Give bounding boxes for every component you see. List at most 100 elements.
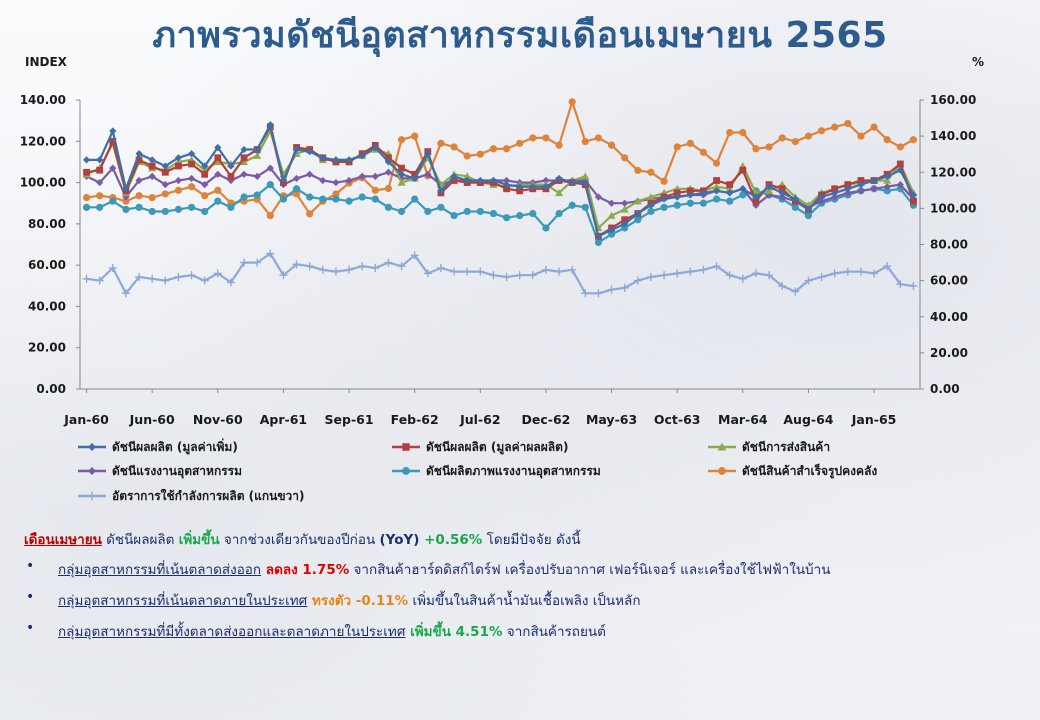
- data-point: [423, 269, 432, 278]
- data-point: [200, 276, 209, 285]
- summary-headline: เดือนเมษายน ดัชนีผลผลิต เพิ่มขึ้น จากช่ว…: [24, 528, 1024, 550]
- data-point: [620, 205, 629, 213]
- data-point: [568, 98, 576, 106]
- data-point: [594, 134, 603, 142]
- data-point: [306, 170, 314, 178]
- data-point: [502, 176, 511, 185]
- data-point: [844, 119, 852, 128]
- data-point: [476, 176, 484, 185]
- legend-label: ดัชนีผลิตภาพแรงงานอุตสาหกรรม: [426, 464, 601, 479]
- data-point: [844, 189, 852, 197]
- data-point: [148, 274, 157, 283]
- data-point: [214, 143, 222, 152]
- x-tick-label: Apr-61: [260, 412, 307, 427]
- bullet-domestic: • กลุ่มอุตสาหกรรมที่เน้นตลาดภายในประเทศ ท…: [24, 589, 1024, 611]
- data-point: [450, 143, 458, 151]
- series-line: [86, 100, 914, 217]
- data-point: [831, 123, 839, 131]
- data-point: [542, 224, 550, 232]
- data-point: [555, 209, 563, 218]
- data-point: [332, 178, 340, 187]
- data-point: [331, 267, 340, 276]
- data-point: [502, 181, 511, 189]
- series-line: [86, 123, 915, 238]
- headline-month: เดือนเมษายน: [24, 532, 102, 548]
- data-point: [581, 172, 590, 180]
- data-point: [148, 156, 156, 164]
- data-point: [226, 278, 235, 287]
- data-point: [725, 271, 734, 280]
- data-point: [332, 190, 340, 198]
- data-point: [541, 265, 550, 274]
- data-point: [227, 162, 235, 170]
- series-line: [86, 125, 915, 238]
- data-point: [397, 207, 406, 216]
- page-title: ภาพรวมดัชนีอุตสาหกรรมเดือนเมษายน 2565: [152, 15, 888, 56]
- headline-yoy: (YoY): [379, 532, 420, 548]
- bullet-detail: จากสินค้ารถยนต์: [502, 624, 606, 640]
- data-point: [398, 164, 405, 172]
- data-point: [712, 187, 721, 195]
- data-point: [253, 151, 262, 159]
- data-point: [856, 267, 865, 276]
- data-point: [778, 193, 786, 201]
- data-point: [121, 289, 130, 298]
- y-right-tick-label: 60.00: [930, 274, 968, 288]
- data-point: [673, 189, 681, 197]
- data-point: [778, 282, 787, 291]
- x-tick-label: May-63: [586, 412, 637, 427]
- data-point: [817, 127, 826, 135]
- data-point: [476, 207, 484, 216]
- data-point: [529, 134, 537, 142]
- data-point: [345, 265, 354, 274]
- data-point: [831, 193, 839, 201]
- data-point: [253, 172, 261, 180]
- data-point: [109, 137, 117, 145]
- data-point: [463, 176, 471, 185]
- summary-section: เดือนเมษายน ดัชนีผลผลิต เพิ่มขึ้น จากช่ว…: [24, 528, 1024, 651]
- x-tick-label: Mar-64: [718, 412, 768, 427]
- data-point: [870, 123, 878, 131]
- data-point: [738, 274, 747, 283]
- data-point: [148, 207, 156, 216]
- data-point: [319, 154, 327, 162]
- y-left-tick-label: 120.00: [20, 134, 66, 148]
- data-point: [555, 174, 563, 183]
- data-point: [752, 145, 760, 153]
- data-point: [385, 154, 392, 162]
- data-point: [292, 145, 301, 154]
- data-point: [397, 136, 406, 144]
- data-point: [883, 176, 892, 184]
- data-point: [384, 184, 393, 193]
- data-point: [266, 181, 274, 189]
- data-point: [726, 197, 734, 205]
- data-point: [240, 258, 249, 267]
- data-point: [673, 143, 681, 151]
- data-point: [187, 203, 196, 211]
- data-point: [634, 216, 642, 224]
- data-point: [279, 176, 288, 185]
- legend-marker-icon: [88, 443, 96, 451]
- data-point: [253, 258, 262, 267]
- data-point: [292, 260, 301, 269]
- data-point: [213, 157, 222, 166]
- data-point: [621, 199, 629, 207]
- data-point: [751, 269, 760, 278]
- data-point: [857, 187, 865, 195]
- data-point: [371, 172, 379, 180]
- data-point: [883, 187, 891, 195]
- x-tick-label: Dec-62: [522, 412, 571, 427]
- data-point: [240, 193, 248, 201]
- data-point: [96, 203, 104, 211]
- data-point: [345, 156, 353, 164]
- data-point: [305, 262, 314, 271]
- data-point: [266, 121, 274, 129]
- data-point: [647, 207, 655, 216]
- data-point: [896, 166, 904, 174]
- data-point: [896, 280, 905, 289]
- data-point: [594, 232, 603, 240]
- data-point: [371, 143, 379, 152]
- data-point: [306, 210, 314, 218]
- data-point: [450, 177, 458, 184]
- data-point: [187, 271, 196, 280]
